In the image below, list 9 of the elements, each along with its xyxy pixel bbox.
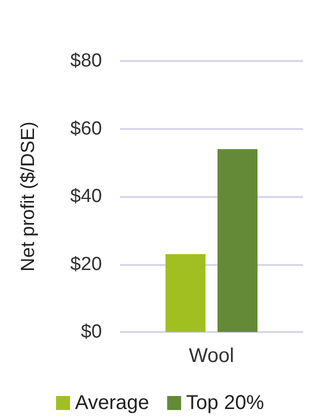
legend-label: Top 20% [186, 392, 264, 414]
y-tick-label: $60 [70, 118, 102, 140]
y-tick-label: $20 [70, 254, 102, 275]
x-tick-label: Wool [188, 345, 234, 367]
y-tick-label: $80 [70, 50, 102, 72]
y-tick-label: $40 [70, 186, 102, 207]
y-tick-label: $0 [80, 322, 102, 342]
legend-label: Average [75, 392, 150, 414]
y-axis-title: Net profit ($/DSE) [18, 122, 39, 272]
